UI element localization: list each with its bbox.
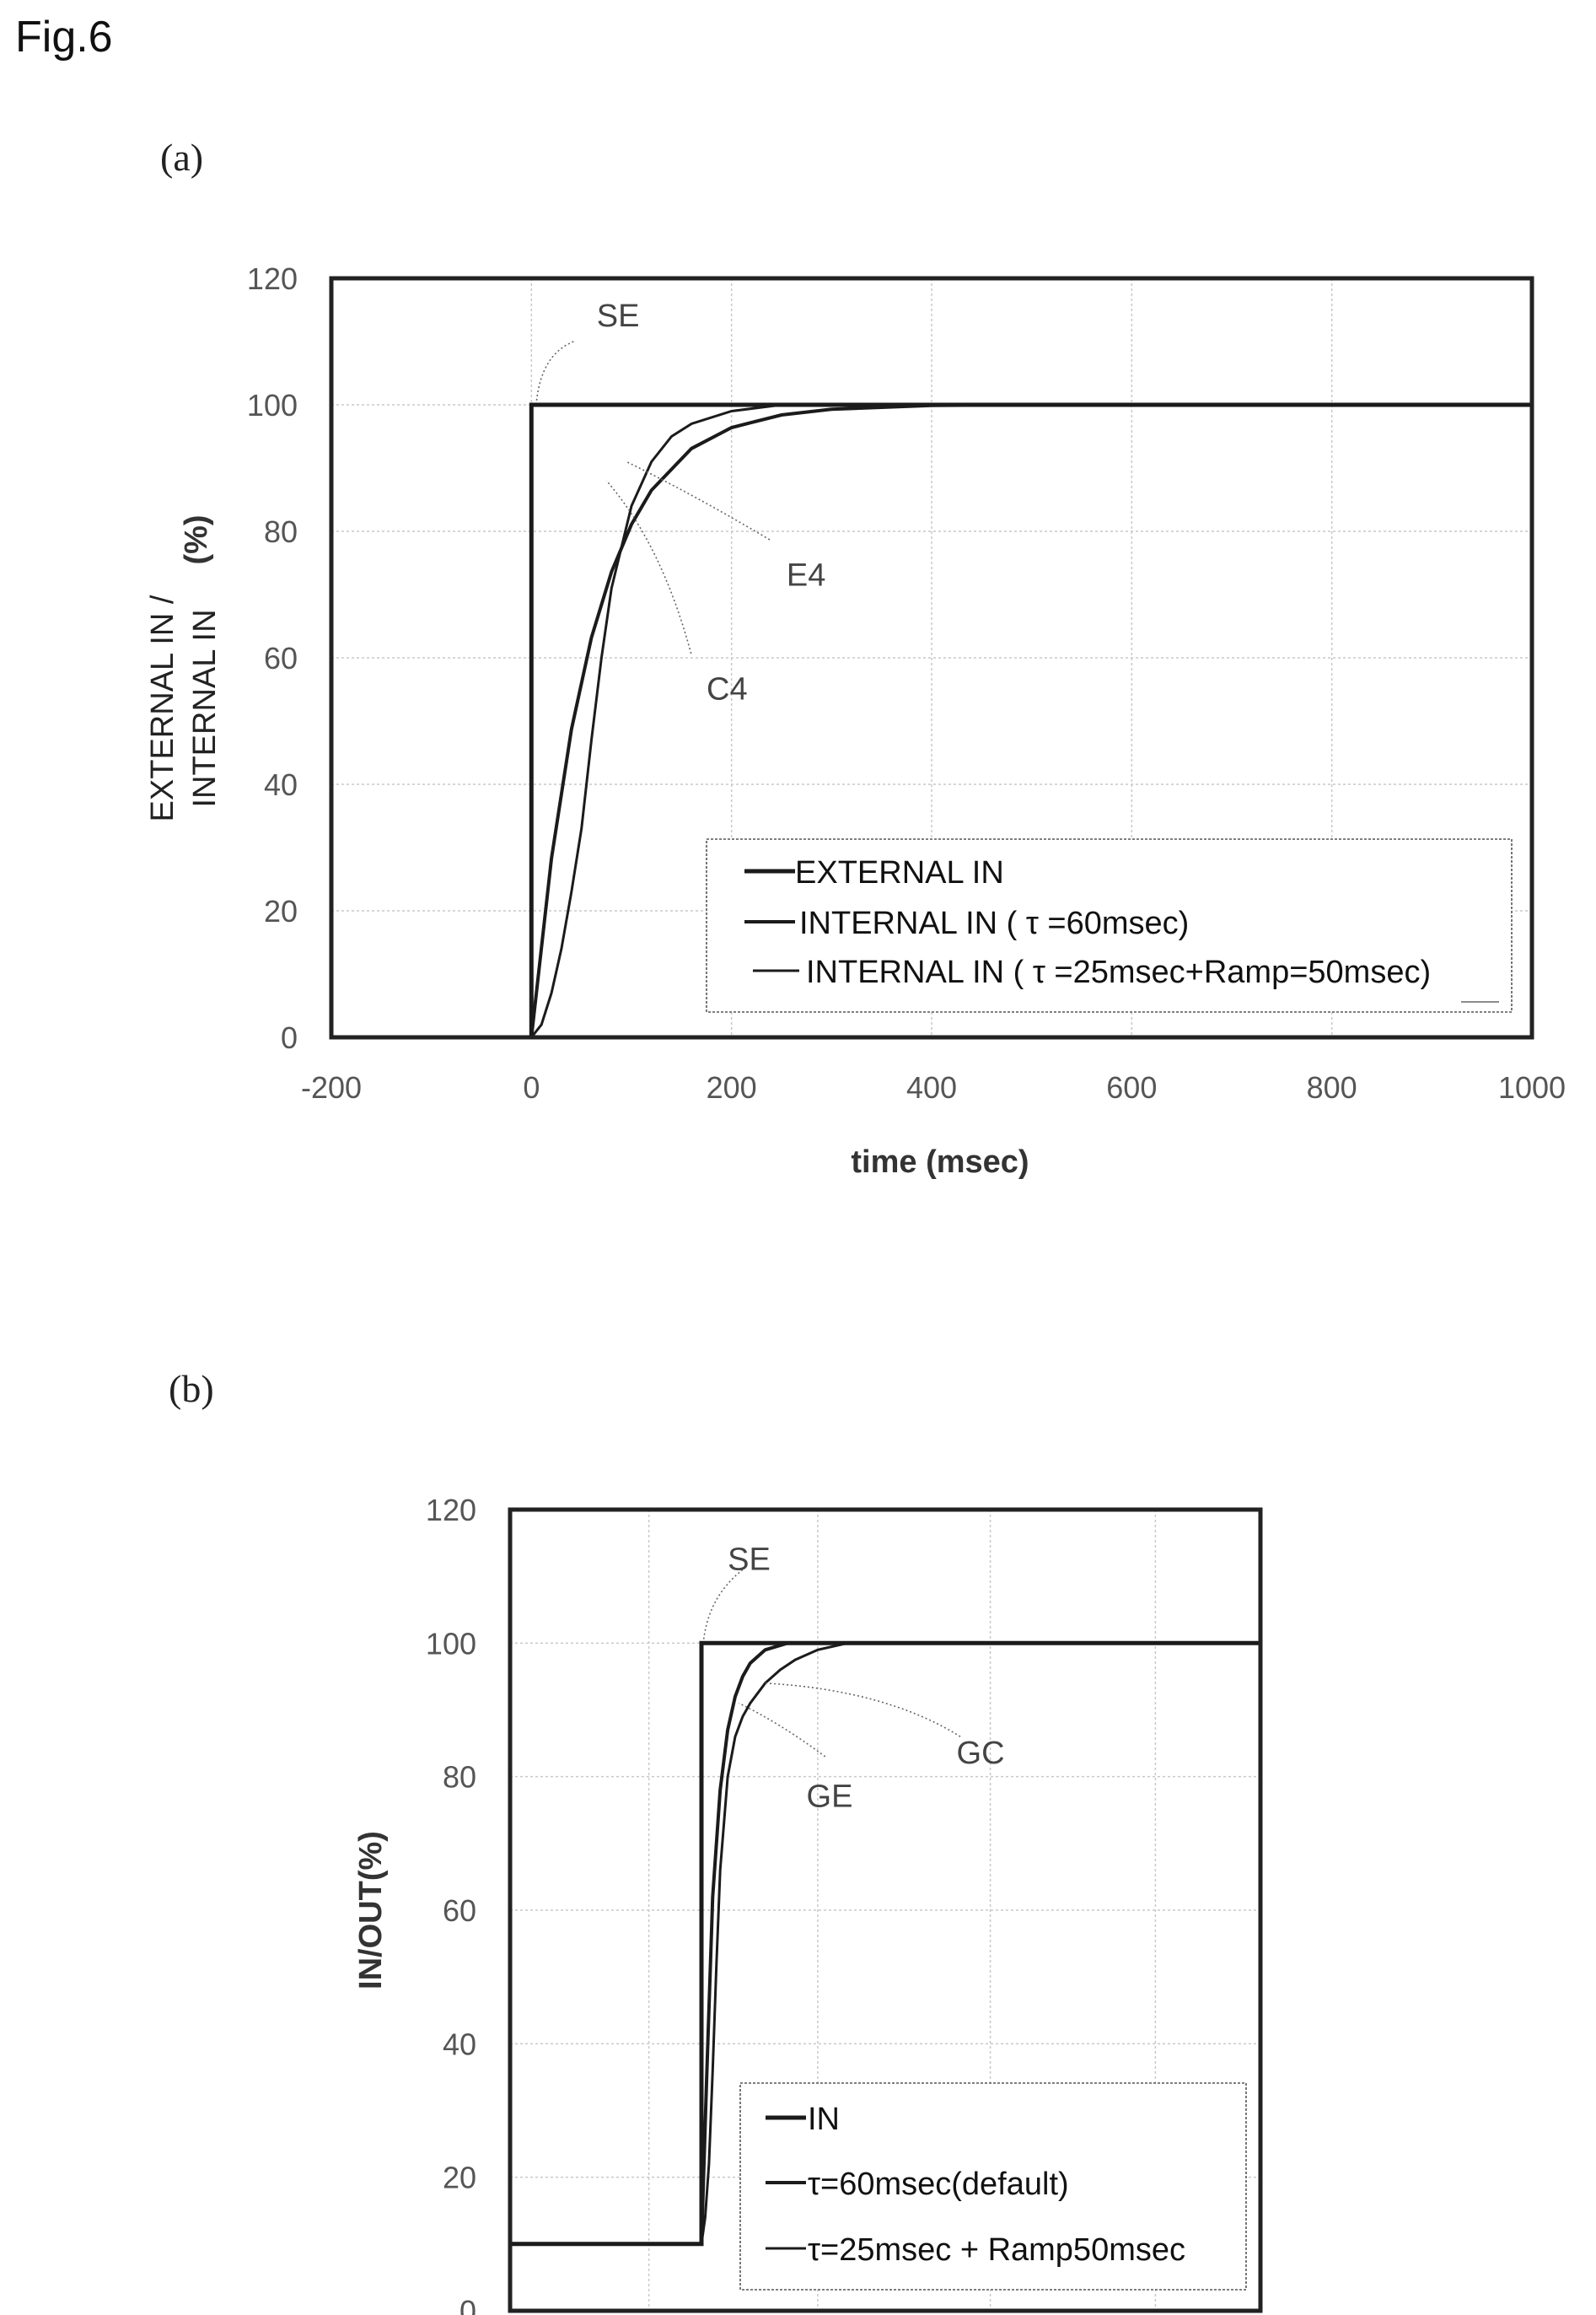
annotation-c4: C4 [707, 672, 748, 708]
y-tick-label: 100 [247, 388, 298, 423]
y-tick-label: 60 [443, 1893, 476, 1928]
leader-se [702, 1569, 744, 1640]
y-tick-label: 20 [264, 894, 298, 929]
y-axis-unit: (%) [179, 514, 214, 564]
legend-a [706, 838, 1513, 1013]
y-tick-label: 40 [443, 2027, 476, 2061]
y-axis-title: IN/OUT(%) [353, 1831, 389, 1989]
x-tick-label: 200 [707, 1070, 757, 1105]
y-tick-label: 20 [443, 2161, 476, 2195]
y-tick-label: 120 [247, 261, 298, 296]
panel-label-b: (b) [169, 1367, 214, 1410]
series-line [700, 1641, 1260, 2245]
annotation-gc: GC [957, 1736, 1005, 1771]
chart-a: -200 0 200 400 600 800 1000020406080100120SEE4… [145, 261, 1566, 1180]
series-line [700, 1641, 1260, 2244]
x-axis-title: time (msec) [851, 1144, 1029, 1180]
x-tick-label: 1000 [1498, 1070, 1566, 1105]
annotation-se: SE [728, 1542, 771, 1577]
annotation-e4: E4 [787, 558, 825, 594]
plot-frame-a [329, 276, 1534, 1040]
y-tick-label: 0 [281, 1020, 298, 1055]
y-axis-title-line2: INTERNAL IN [187, 609, 223, 807]
x-tick-label: 800 [1307, 1070, 1357, 1105]
chart-b: 0 20 40 60 80 100 120 SE GE GC IN τ=60msec(default)… [353, 1493, 1263, 2315]
x-tick-label: 400 [906, 1070, 957, 1105]
legend-b [739, 2082, 1247, 2291]
y-tick-label: 100 [426, 1626, 476, 1661]
x-tick-label: 0 [523, 1070, 540, 1105]
leader-gc [765, 1682, 961, 1737]
annotation-se: SE [597, 299, 640, 334]
y-tick-label: 0 [459, 2294, 476, 2315]
y-tick-label: 60 [264, 641, 298, 676]
y-tick-label: 120 [426, 1493, 476, 1527]
legend-entry: INTERNAL IN ( τ =25msec+Ramp=50msec) [806, 955, 1431, 990]
legend-entry: τ=60msec(default) [808, 2167, 1069, 2202]
legend-entry: τ=25msec + Ramp50msec [808, 2232, 1185, 2268]
x-tick-label: 600 [1106, 1070, 1157, 1105]
series-line [530, 403, 1532, 1038]
y-axis-title-line1: EXTERNAL IN / [145, 595, 180, 821]
annotation-ge: GE [807, 1779, 853, 1814]
legend-entry: IN [808, 2102, 840, 2137]
y-tick-label: 80 [443, 1760, 476, 1795]
panel-label-a: (a) [160, 136, 204, 179]
legend-entry: INTERNAL IN ( τ =60msec) [799, 906, 1189, 941]
legend-entry: EXTERNAL IN [795, 855, 1004, 891]
y-tick-label: 40 [264, 767, 298, 802]
figure-title: Fig.6 [15, 13, 113, 62]
x-tick-label: -200 [301, 1070, 362, 1105]
y-tick-label: 80 [264, 514, 298, 549]
plot-frame-b [508, 1507, 1263, 2313]
